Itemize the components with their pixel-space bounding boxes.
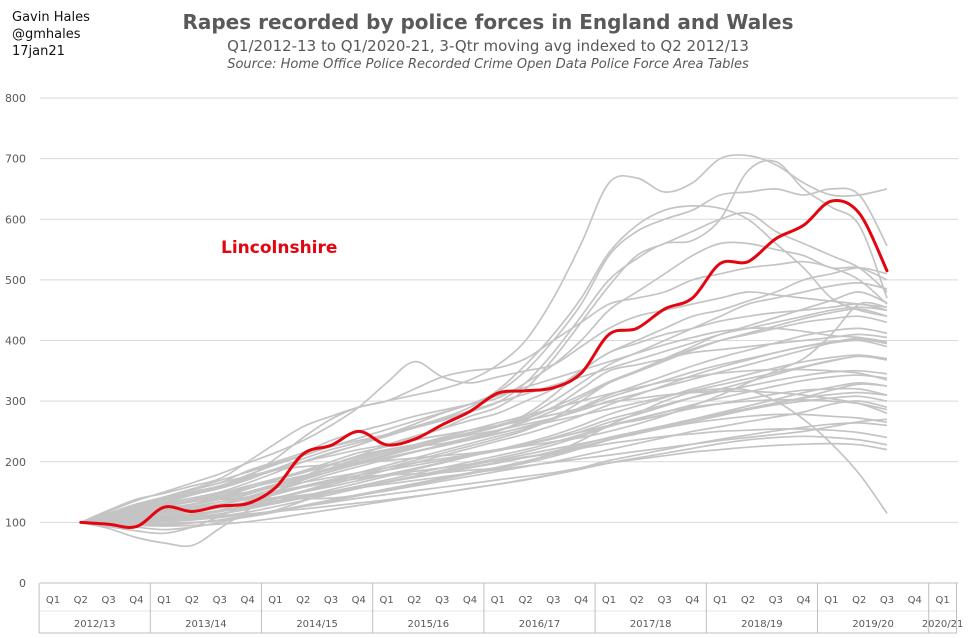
x-quarter-label: Q3 <box>769 595 783 606</box>
force-series-line <box>80 435 888 524</box>
x-quarter-label: Q1 <box>46 595 60 606</box>
y-tick-label: 400 <box>5 335 26 348</box>
x-quarter-label: Q4 <box>240 595 254 606</box>
force-series-line <box>80 355 888 524</box>
x-quarter-label: Q1 <box>713 595 727 606</box>
x-quarter-label: Q4 <box>352 595 366 606</box>
x-year-label: 2012/13 <box>74 619 116 630</box>
force-series-line <box>80 291 888 524</box>
x-quarter-label: Q4 <box>685 595 699 606</box>
y-tick-label: 600 <box>5 213 26 226</box>
y-tick-label: 500 <box>5 274 26 287</box>
force-series-line <box>80 337 888 548</box>
x-year-label: 2013/14 <box>185 619 227 630</box>
force-series-line <box>80 187 888 524</box>
x-year-label: 2020/21 <box>922 619 964 630</box>
x-quarter-label: Q1 <box>157 595 171 606</box>
x-quarter-label: Q1 <box>268 595 282 606</box>
chart-subtitle: Q1/2012-13 to Q1/2020-21, 3-Qtr moving a… <box>227 37 749 55</box>
credit-date: 17jan21 <box>12 44 65 59</box>
x-quarter-label: Q4 <box>129 595 143 606</box>
force-series-line <box>80 355 888 524</box>
x-year-label: 2015/16 <box>408 619 450 630</box>
x-quarter-label: Q3 <box>213 595 227 606</box>
x-quarter-label: Q3 <box>101 595 115 606</box>
force-series-line <box>80 382 888 527</box>
x-quarter-label: Q1 <box>602 595 616 606</box>
x-quarter-label: Q2 <box>407 595 421 606</box>
x-quarter-label: Q4 <box>908 595 922 606</box>
x-year-label: 2016/17 <box>519 619 561 630</box>
x-quarter-label: Q3 <box>546 595 560 606</box>
author-name: Gavin Hales <box>12 10 90 25</box>
force-series-line <box>80 204 888 524</box>
x-year-label: 2018/19 <box>741 619 783 630</box>
force-series-line <box>80 339 888 524</box>
force-series-line <box>80 154 888 524</box>
force-series-line <box>80 413 888 524</box>
x-quarter-label: Q3 <box>435 595 449 606</box>
x-quarter-label: Q3 <box>880 595 894 606</box>
x-quarter-label: Q2 <box>518 595 532 606</box>
x-quarter-label: Q1 <box>824 595 838 606</box>
x-quarter-label: Q2 <box>296 595 310 606</box>
x-year-label: 2017/18 <box>630 619 672 630</box>
x-quarter-label: Q1 <box>379 595 393 606</box>
x-quarter-label: Q2 <box>741 595 755 606</box>
x-quarter-label: Q3 <box>324 595 338 606</box>
x-quarter-label: Q3 <box>657 595 671 606</box>
force-series-line <box>80 211 888 524</box>
author-handle: @gmhales <box>12 27 81 42</box>
force-series-line <box>80 442 888 524</box>
x-year-label: 2014/15 <box>296 619 338 630</box>
force-series-line <box>80 303 888 524</box>
force-series-line <box>80 159 888 524</box>
highlight-annotation: Lincolnshire <box>221 238 338 258</box>
x-quarter-label: Q1 <box>935 595 949 606</box>
lincolnshire-series-line <box>79 198 889 530</box>
x-axis: Q1 Q2 Q3 Q4 Q1 Q2 Q3 Q4 Q1 Q2 Q3 Q4 Q1 Q2 Q3 Q4 Q1 Q2 Q3 Q4… <box>38 583 964 634</box>
y-tick-label: 100 <box>5 516 26 529</box>
y-tick-label: 200 <box>5 456 26 469</box>
background-series-lines <box>80 154 888 548</box>
highlight-series-line <box>79 198 889 530</box>
x-quarter-label: Q2 <box>630 595 644 606</box>
y-tick-label: 800 <box>5 92 26 105</box>
x-quarter-label: Q4 <box>796 595 810 606</box>
x-quarter-label: Q2 <box>852 595 866 606</box>
y-tick-label: 300 <box>5 395 26 408</box>
x-quarter-label: Q2 <box>185 595 199 606</box>
x-year-label: 2019/20 <box>852 619 894 630</box>
x-quarter-label: Q4 <box>463 595 477 606</box>
force-series-line <box>80 291 888 524</box>
chart-heading: Rapes recorded by police forces in Engla… <box>0 8 976 74</box>
x-quarter-label: Q1 <box>491 595 505 606</box>
author-credit: Gavin Hales @gmhales 17jan21 <box>12 9 90 60</box>
chart-source: Source: Home Office Police Recorded Crim… <box>227 57 749 72</box>
force-series-line <box>80 400 888 524</box>
y-tick-label: 0 <box>19 577 26 590</box>
x-quarter-label: Q4 <box>574 595 588 606</box>
force-series-line <box>80 387 888 531</box>
chart-title: Rapes recorded by police forces in Engla… <box>182 10 794 34</box>
y-tick-label: 700 <box>5 153 26 166</box>
x-quarter-label: Q2 <box>74 595 88 606</box>
y-axis-tick-labels: 0 100 200 300 400 500 600 700 800 <box>5 92 26 590</box>
